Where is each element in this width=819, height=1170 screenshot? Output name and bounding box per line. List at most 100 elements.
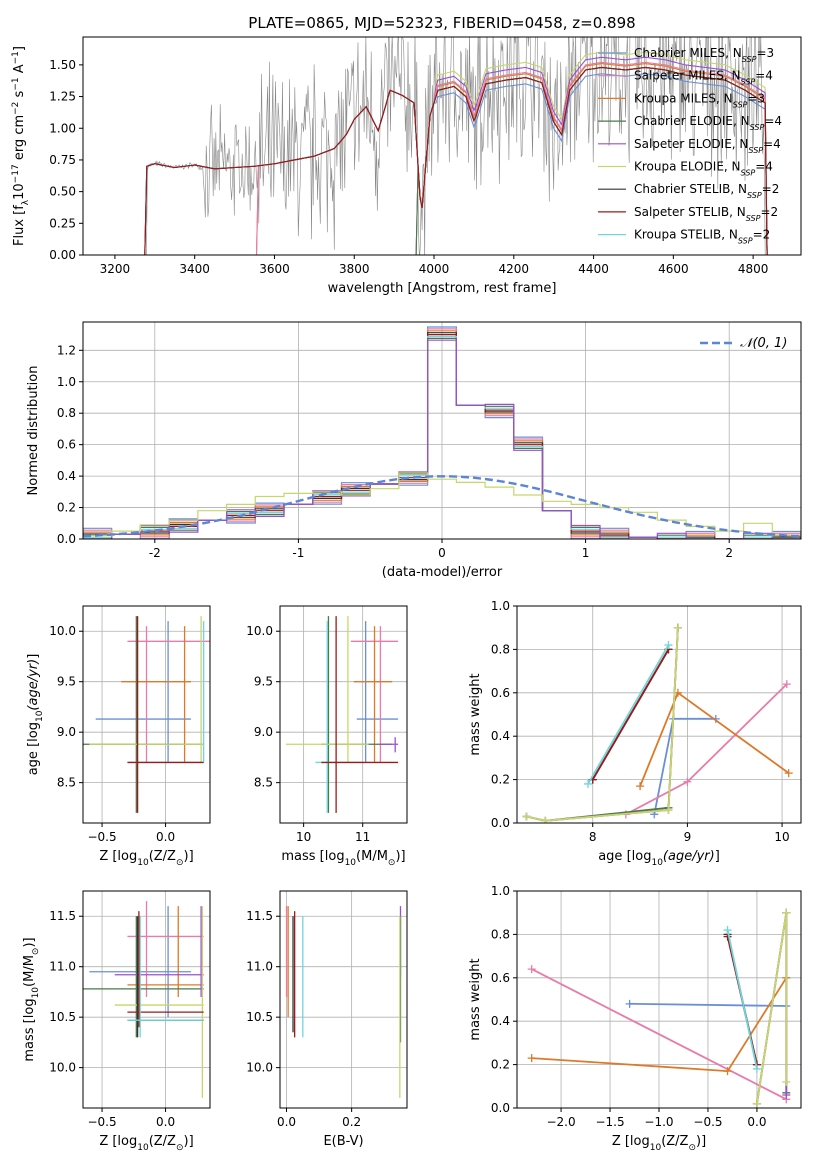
label-fragment: =4 bbox=[755, 69, 773, 83]
y-tick-label: 1.0 bbox=[491, 884, 510, 898]
y-tick-label: 10.0 bbox=[246, 1061, 273, 1075]
y-tick-label: 9.5 bbox=[254, 675, 273, 689]
x-tick-label: −0.5 bbox=[693, 1115, 722, 1129]
weight-point-marker bbox=[784, 769, 793, 778]
plot-area bbox=[83, 901, 204, 1098]
residuals-panel: -2 -1 0 1 2 0.0 0.2 0.4 0.6 0.8 1.0 1.2 (data-model)… bbox=[26, 321, 802, 580]
weight-point-marker bbox=[541, 816, 550, 823]
x-tick-label: 8 bbox=[589, 830, 597, 844]
y-tick-label: 0.6 bbox=[491, 971, 510, 985]
x-axis-label: E(B-V) bbox=[323, 1134, 363, 1149]
label-fragment: Flux [f bbox=[12, 205, 27, 246]
label-fragment: SSP bbox=[750, 123, 765, 132]
x-axis-label: age [log10(age/yr)] bbox=[598, 849, 720, 868]
label-fragment: 10 bbox=[137, 858, 149, 868]
weight-line-salpeter-miles bbox=[625, 683, 788, 816]
x-tick-label: −1.0 bbox=[644, 1115, 673, 1129]
x-tick-label: -1 bbox=[292, 546, 304, 560]
plot-area bbox=[114, 37, 768, 255]
weight-point-marker bbox=[527, 965, 536, 974]
mass-ebv-panel: 0.0 0.2 10.0 10.5 11.0 11.5 E(B-V) bbox=[246, 890, 408, 1149]
y-axis-label: Flux [fλ10−17 erg cm−2 s−1 A−1] bbox=[11, 46, 31, 246]
label-fragment: Kroupa STELIB, N bbox=[634, 228, 738, 242]
weight-line-chabrier-miles bbox=[653, 717, 716, 815]
x-tick-label: 4600 bbox=[658, 262, 689, 276]
weight-line-chabrier-miles bbox=[629, 1002, 787, 1007]
y-tick-label: 10.5 bbox=[246, 1010, 273, 1024]
label-fragment: SSP bbox=[738, 236, 753, 245]
weight-line-salpeter-stelib bbox=[591, 648, 670, 781]
x-tick-label: 1 bbox=[582, 546, 590, 560]
label-fragment: mass [log bbox=[22, 998, 37, 1061]
label-fragment: =4 bbox=[764, 114, 782, 128]
legend-entry: Chabrier STELIB, NSSP=2 bbox=[634, 182, 779, 200]
x-tick-label: 4400 bbox=[578, 262, 609, 276]
weight-line-chabrier-elodie bbox=[526, 627, 679, 822]
x-axis-label: wavelength [Angstrom, rest frame] bbox=[328, 281, 557, 296]
label-fragment: 10 bbox=[35, 710, 45, 722]
label-fragment: Salpeter STELIB, N bbox=[634, 205, 746, 219]
label-fragment: s bbox=[12, 90, 27, 101]
model-line-salpeter-stelib bbox=[114, 66, 768, 255]
y-tick-label: 0.25 bbox=[49, 216, 76, 230]
y-tick-label: 0.4 bbox=[491, 729, 510, 743]
axes-frame bbox=[82, 605, 211, 824]
label-fragment: −17 bbox=[11, 164, 21, 183]
plot-area bbox=[285, 616, 399, 813]
weight-point-marker bbox=[683, 777, 692, 786]
label-fragment: SSP bbox=[742, 55, 757, 64]
label-fragment: (Z/Z bbox=[149, 1134, 176, 1149]
label-fragment: ⊙ bbox=[176, 1143, 184, 1153]
y-tick-label: 1.25 bbox=[49, 90, 76, 104]
x-axis-label: (data-model)/error bbox=[382, 565, 503, 580]
label-fragment: =3 bbox=[747, 91, 765, 105]
label-fragment: =4 bbox=[763, 137, 781, 151]
label-fragment: =2 bbox=[753, 228, 771, 242]
y-axis-label: age [log10(age/yr)] bbox=[26, 654, 45, 776]
label-fragment: −2 bbox=[11, 102, 21, 115]
label-fragment: )] bbox=[395, 849, 405, 864]
label-fragment: ] bbox=[26, 654, 41, 659]
y-tick-label: 8.5 bbox=[254, 776, 273, 790]
x-tick-label: 4800 bbox=[738, 262, 769, 276]
y-tick-label: 1.00 bbox=[49, 121, 76, 135]
label-fragment: mass [log bbox=[281, 849, 344, 864]
label-fragment: erg cm bbox=[12, 115, 27, 164]
normal-distribution-curve bbox=[83, 475, 801, 538]
y-axis-label: mass [log10(M/M⊙)] bbox=[22, 937, 41, 1061]
weight-line-salpeter-elodie bbox=[526, 627, 679, 822]
weight-point-marker bbox=[664, 641, 673, 650]
x-axis-label: Z [log10(Z/Z⊙)] bbox=[99, 849, 193, 868]
y-tick-label: 0.6 bbox=[491, 686, 510, 700]
label-fragment: Z [log bbox=[99, 849, 137, 864]
y-tick-label: 1.2 bbox=[57, 343, 76, 357]
label-fragment: 10 bbox=[31, 987, 41, 999]
weight-point-marker bbox=[625, 999, 634, 1008]
axes-frame bbox=[516, 605, 802, 824]
x-tick-label: 11 bbox=[355, 830, 370, 844]
y-tick-label: 10.5 bbox=[49, 1010, 76, 1024]
label-fragment: (Z/Z bbox=[661, 1134, 688, 1149]
legend-entry: Kroupa STELIB, NSSP=2 bbox=[634, 228, 770, 246]
y-tick-label: 1.50 bbox=[49, 58, 76, 72]
weight-line-kroupa-stelib bbox=[587, 644, 670, 785]
label-fragment: (Z/Z bbox=[149, 849, 176, 864]
label-fragment: Kroupa ELODIE, N bbox=[634, 160, 741, 174]
label-fragment: =2 bbox=[762, 182, 780, 196]
data-spectrum-line bbox=[114, 37, 767, 255]
y-tick-label: 0.6 bbox=[57, 438, 76, 452]
label-fragment: Chabrier MILES, N bbox=[634, 46, 742, 60]
model-line-salpeter-elodie bbox=[114, 56, 768, 255]
label-fragment: age [log bbox=[26, 722, 41, 775]
spectrum-panel: 3200 3400 3600 3800 4000 4200 4400 4600 4800 0.00… bbox=[11, 36, 802, 296]
weight-point-marker bbox=[636, 782, 645, 791]
x-tick-label: −1.5 bbox=[595, 1115, 624, 1129]
y-tick-label: 10.0 bbox=[49, 1061, 76, 1075]
y-tick-label: 0.2 bbox=[57, 501, 76, 515]
y-tick-label: 0.8 bbox=[57, 406, 76, 420]
y-axis-label: mass weight bbox=[468, 673, 483, 755]
y-tick-label: 11.0 bbox=[49, 960, 76, 974]
label-fragment: SSP bbox=[733, 100, 748, 109]
